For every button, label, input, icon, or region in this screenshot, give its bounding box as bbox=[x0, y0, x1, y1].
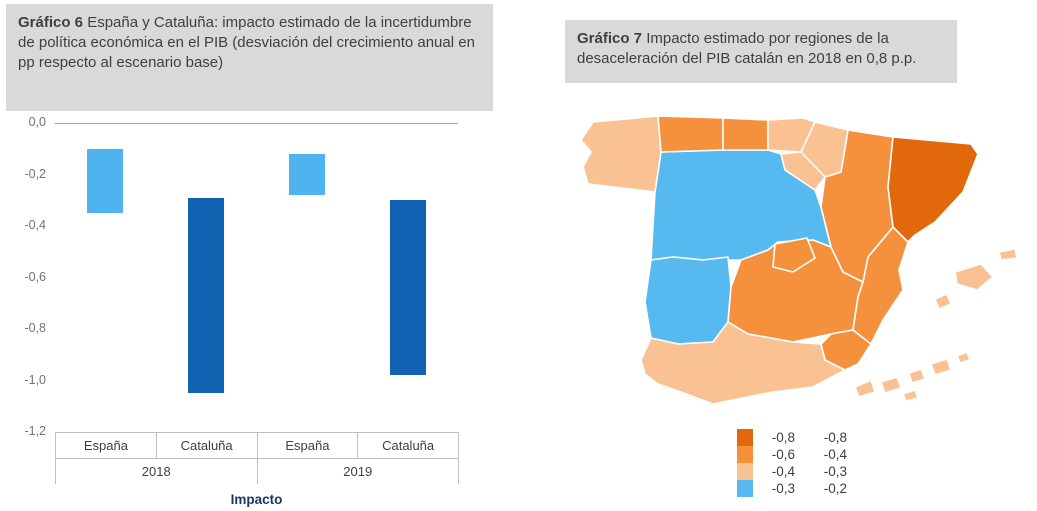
legend-range-to: -0,3 bbox=[823, 464, 847, 479]
legend-row-2: -0,4 -0,3 bbox=[737, 463, 847, 480]
legend-row-1: -0,6 -0,4 bbox=[737, 446, 847, 463]
legend-range-to: -0,8 bbox=[823, 430, 847, 445]
grafico6-bar-chart: Impacto 0,0 -0,2 -0,4 -0,6 -0,8 -1,0 -1,2 Españ… bbox=[0, 115, 500, 511]
region-la-rioja bbox=[780, 151, 826, 191]
category-label-2018-españa: España bbox=[55, 432, 156, 458]
y-tick-label: -0,2 bbox=[24, 166, 46, 181]
grafico7-title-label: Gráfico 7 bbox=[577, 30, 643, 47]
y-tick-label: -1,2 bbox=[24, 424, 46, 438]
axis-table-right-line bbox=[458, 432, 459, 484]
region-galicia bbox=[580, 115, 662, 193]
legend-range-from: -0,8 bbox=[771, 430, 795, 445]
grafico7-title-text: Impacto estimado por regiones de la desa… bbox=[577, 30, 917, 67]
region-canarias-island bbox=[902, 389, 919, 402]
legend-color-swatch bbox=[737, 480, 753, 497]
legend-color-swatch bbox=[737, 446, 753, 463]
region-canarias-island bbox=[930, 358, 952, 376]
range-bar-2018-cataluña bbox=[188, 197, 225, 394]
grafico6-title-label: Gráfico 6 bbox=[18, 14, 84, 31]
region-canarias-island bbox=[854, 379, 876, 398]
range-bar-2019-cataluña bbox=[389, 200, 426, 376]
region-madrid bbox=[772, 237, 816, 273]
x-axis-title: Impacto bbox=[230, 492, 283, 507]
region-asturias bbox=[657, 115, 724, 153]
legend-color-swatch bbox=[737, 429, 753, 446]
region-extremadura bbox=[644, 256, 732, 345]
region-canarias-island bbox=[880, 376, 902, 394]
zero-axis-line bbox=[55, 123, 458, 124]
region-cataluna bbox=[887, 136, 979, 243]
range-bar-2019-españa bbox=[288, 153, 325, 196]
group-label-2018: 2018 bbox=[55, 458, 257, 484]
y-tick-label: -1,0 bbox=[24, 372, 46, 387]
y-tick-label: -0,6 bbox=[24, 269, 46, 284]
group-label-2019: 2019 bbox=[256, 458, 459, 484]
region-cantabria bbox=[722, 117, 769, 151]
y-tick-label: -0,8 bbox=[24, 321, 46, 335]
legend-range-from: -0,3 bbox=[771, 481, 795, 496]
y-tick-label: -0,4 bbox=[24, 218, 46, 232]
y-tick-label: 0,0 bbox=[28, 115, 46, 129]
region-baleares-mallorca bbox=[954, 263, 994, 291]
legend-range-from: -0,6 bbox=[771, 447, 795, 462]
range-bar-2018-españa bbox=[87, 148, 124, 214]
category-label-2018-cataluña: Cataluña bbox=[155, 432, 257, 458]
legend-color-swatch bbox=[737, 463, 753, 480]
legend-range-to: -0,4 bbox=[823, 447, 847, 462]
region-andalucia bbox=[640, 321, 846, 405]
legend-row-0: -0,8 -0,8 bbox=[737, 429, 847, 446]
legend-range-from: -0,4 bbox=[771, 464, 795, 479]
region-canarias-island bbox=[908, 368, 926, 384]
legend-row-3: -0,3 -0,2 bbox=[737, 480, 847, 497]
map-legend: -0,8 -0,8 -0,6 -0,4 -0,4 -0,3 -0,3 -0,2 bbox=[737, 429, 847, 497]
category-label-2019-cataluña: Cataluña bbox=[357, 432, 458, 458]
legend-range-to: -0,2 bbox=[823, 481, 847, 496]
region-canarias-island bbox=[956, 351, 971, 364]
category-label-2019-españa: España bbox=[256, 432, 358, 458]
spain-choropleth-map bbox=[580, 115, 1018, 405]
grafico6-title-text: España y Cataluña: impacto estimado de l… bbox=[18, 14, 475, 71]
grafico6-title: Gráfico 6 España y Cataluña: impacto est… bbox=[6, 4, 493, 111]
region-baleares-ibiza bbox=[934, 293, 952, 310]
region-baleares-menorca bbox=[998, 248, 1018, 261]
grafico7-title: Gráfico 7 Impacto estimado por regiones … bbox=[565, 20, 957, 83]
